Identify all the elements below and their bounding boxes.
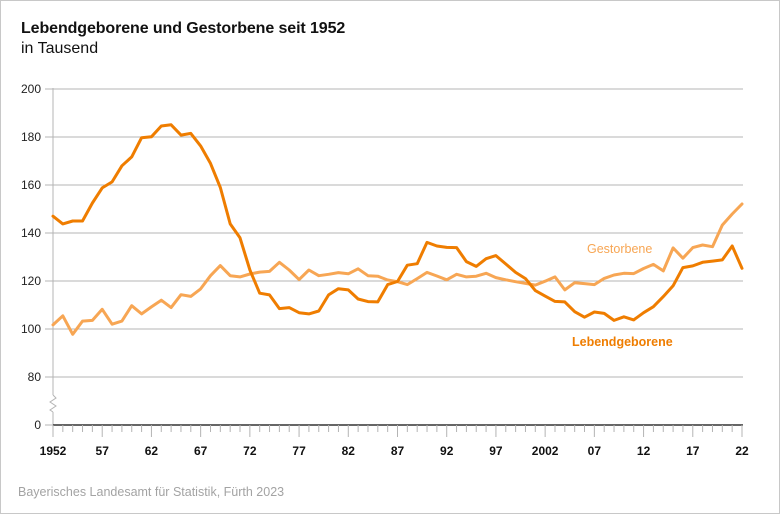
x-tick-label: 07 — [588, 444, 602, 458]
series-lines — [51, 123, 744, 336]
x-tick-label: 2002 — [532, 444, 559, 458]
y-tick-label: 80 — [28, 370, 42, 384]
x-tick-label: 72 — [243, 444, 257, 458]
y-tick-label: 120 — [21, 274, 41, 288]
x-tick-label: 12 — [637, 444, 651, 458]
x-tick-label: 87 — [391, 444, 405, 458]
x-tick-label: 62 — [145, 444, 159, 458]
x-axis: 1952 57 62 67 72 77 82 87 92 97 2002 07 12 17 22 — [40, 424, 749, 458]
x-tick-label: 82 — [342, 444, 356, 458]
series-label-gestorbene: Gestorbene — [587, 242, 652, 256]
series-line-lebendgeborene — [51, 123, 744, 322]
source-note: Bayerisches Landesamt für Statistik, Für… — [18, 485, 285, 499]
chart-subtitle: in Tausend — [21, 40, 99, 57]
x-tick-label: 22 — [735, 444, 749, 458]
x-tick-label: 67 — [194, 444, 208, 458]
x-tick-label: 17 — [686, 444, 700, 458]
y-tick-label: 200 — [21, 82, 41, 96]
x-tick-label: 77 — [292, 444, 306, 458]
y-tick-label: 0 — [34, 418, 41, 432]
x-tick-label: 97 — [489, 444, 503, 458]
y-tick-label: 160 — [21, 178, 41, 192]
x-tick-label: 57 — [96, 444, 110, 458]
y-tick-label: 180 — [21, 130, 41, 144]
chart-title: Lebendgeborene und Gestorbene seit 1952 — [21, 20, 346, 37]
x-tick-label: 1952 — [40, 444, 67, 458]
x-tick-label: 92 — [440, 444, 454, 458]
series-label-lebendgeborene: Lebendgeborene — [572, 335, 673, 349]
y-axis: 0 80 100 120 140 160 180 200 — [21, 82, 57, 437]
y-tick-label: 140 — [21, 226, 41, 240]
y-tick-label: 100 — [21, 322, 41, 336]
axis-break-icon — [49, 394, 57, 413]
